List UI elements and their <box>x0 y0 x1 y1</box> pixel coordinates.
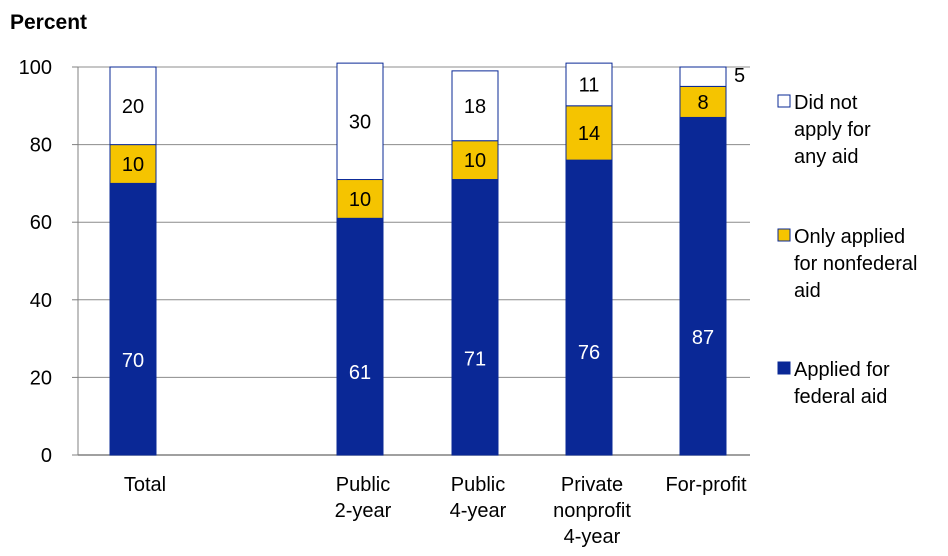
legend-label: Only applied <box>794 226 905 248</box>
gridlines <box>72 66 750 456</box>
legend-label: federal aid <box>794 386 887 408</box>
data-label: 10 <box>464 150 486 172</box>
legend-swatch <box>777 228 791 242</box>
legend: Did not apply for any aid Only applied for n… <box>777 92 917 408</box>
bar-segment <box>679 66 727 87</box>
bar-segment <box>451 70 499 142</box>
data-label: 87 <box>692 327 714 349</box>
legend-label: Applied for <box>794 359 890 381</box>
bar-segment <box>451 179 499 456</box>
data-label: 18 <box>464 96 486 118</box>
bar-segment <box>565 62 613 107</box>
legend-swatch <box>777 361 791 375</box>
y-tick-label: 100 <box>19 57 52 79</box>
category-label: Private <box>561 474 623 496</box>
data-label: 30 <box>349 111 371 133</box>
category-label: Total <box>124 474 166 496</box>
bar-segment <box>451 140 499 181</box>
data-label: 11 <box>579 74 600 96</box>
legend-label: for nonfederal <box>794 253 917 275</box>
y-tick-label: 0 <box>41 445 52 467</box>
data-label: 76 <box>578 342 600 364</box>
y-tick-label: 80 <box>30 135 52 157</box>
category-label: For-profit <box>665 474 747 496</box>
bar-segment <box>679 85 727 118</box>
data-label: 10 <box>122 154 144 176</box>
bar-segment <box>565 105 613 161</box>
bar-segment <box>565 159 613 456</box>
bar-segment <box>109 66 157 146</box>
legend-label: any aid <box>794 146 859 168</box>
y-tick-label: 20 <box>30 367 52 389</box>
legend-label: Did not <box>794 92 858 114</box>
bar-segment <box>109 182 157 456</box>
legend-swatch <box>777 94 791 108</box>
bar-segment <box>336 179 384 219</box>
legend-label: aid <box>794 280 821 302</box>
category-label: Public <box>451 474 505 496</box>
y-tick-label: 40 <box>30 290 52 312</box>
y-tick-label: 60 <box>30 212 52 234</box>
category-label: 2-year <box>335 500 392 522</box>
bar-segment <box>679 116 727 456</box>
bar-segment <box>109 144 157 184</box>
data-label: 71 <box>464 349 486 371</box>
data-label: 70 <box>122 350 144 372</box>
data-label: 14 <box>578 123 600 145</box>
bars <box>109 62 727 456</box>
data-label: 5 <box>734 65 745 87</box>
category-label: nonprofit <box>553 500 631 522</box>
data-label: 10 <box>349 189 371 211</box>
y-axis-ticks: 0 20 40 60 80 100 <box>19 57 52 467</box>
data-label: 61 <box>349 362 371 384</box>
category-labels: Total Public 2-year Public 4-year Private nonp… <box>124 474 747 548</box>
category-label: 4-year <box>450 500 507 522</box>
data-label: 8 <box>697 92 708 114</box>
bar-segment <box>336 217 384 456</box>
legend-label: apply for <box>794 119 871 141</box>
data-labels: 70 10 20 61 10 30 71 10 18 76 14 11 87 8 5 <box>122 65 745 384</box>
category-label: 4-year <box>564 526 621 548</box>
y-axis-label: Percent <box>10 11 87 34</box>
data-label: 20 <box>122 96 144 118</box>
category-label: Public <box>336 474 390 496</box>
bar-segment <box>336 62 384 181</box>
